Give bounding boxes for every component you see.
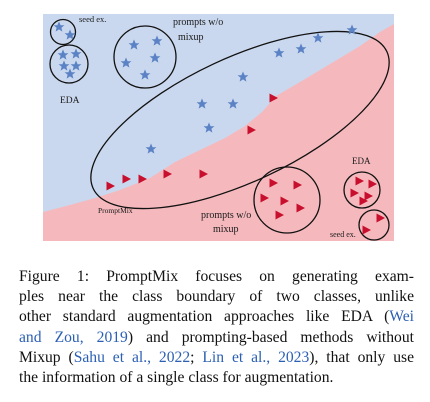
figure-caption: Figure 1: PromptMix focuses on generatin… — [19, 267, 414, 388]
promptmix-label: PromptMix — [98, 206, 133, 215]
prompts-label-bottom: prompts w/o — [201, 210, 251, 221]
eda-circle-left — [49, 44, 89, 84]
eda-label-right: EDA — [352, 156, 371, 166]
caption-line: and Zou, 2019) and prompting-based metho… — [19, 328, 414, 348]
caption-line: other standard augmentation approaches l… — [19, 307, 414, 327]
seed-examples-label-bottom: seed ex. — [330, 230, 356, 239]
caption-text: ; — [190, 348, 203, 366]
citation-link-wei-2019[interactable]: and Zou, 2019 — [19, 328, 128, 346]
prompts-label-top: prompts w/o — [173, 17, 223, 28]
eda-circle-right — [343, 171, 381, 209]
seed-examples-circle-bottom — [358, 209, 390, 241]
seed-examples-circle-top — [49, 18, 77, 46]
caption-text: ), that only use — [309, 348, 414, 366]
citation-link-lin[interactable]: Lin et al., 2023 — [202, 348, 310, 366]
figure-illustration: seed ex. EDA prompts w/o mixup PromptMix… — [43, 14, 394, 241]
caption-line: Mixup (Sahu et al., 2022; Lin et al., 20… — [19, 348, 414, 368]
caption-line: Figure 1: PromptMix focuses on generatin… — [19, 268, 414, 285]
seed-examples-label-top: seed ex. — [79, 14, 106, 24]
mixup-label-top: mixup — [178, 32, 204, 43]
caption-text: ) and prompting-based methods without — [127, 328, 414, 346]
citation-link-sahu[interactable]: Sahu et al., 2022 — [73, 348, 191, 366]
citation-link-wei[interactable]: Wei — [389, 308, 414, 326]
caption-text: other standard augmentation approaches l… — [19, 308, 390, 326]
caption-line: the information of a single class for au… — [19, 369, 334, 387]
mixup-label-bottom: mixup — [213, 224, 239, 235]
caption-text: Mixup ( — [19, 348, 74, 366]
class-b-region — [43, 24, 394, 241]
promptmix-ellipse — [90, 30, 390, 210]
prompts-circle-bottom — [253, 166, 321, 234]
eda-label-left: EDA — [60, 96, 80, 106]
prompts-circle-top — [113, 25, 177, 89]
caption-line: ples near the class boundary of two clas… — [19, 288, 414, 306]
